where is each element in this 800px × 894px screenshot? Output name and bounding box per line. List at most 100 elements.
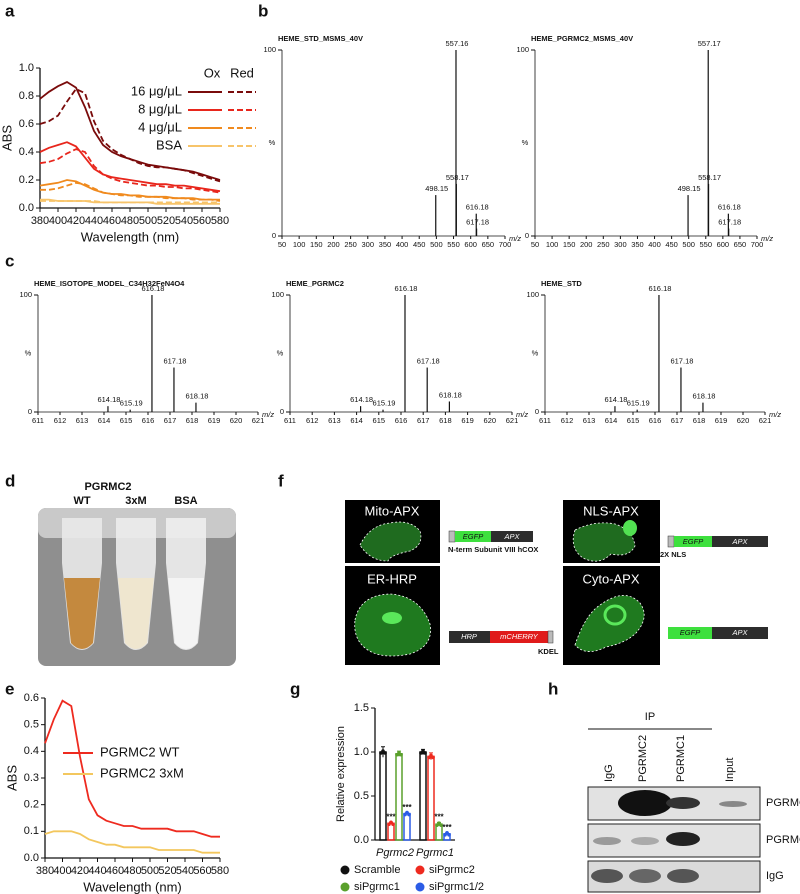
x-tick-label: 400 <box>49 215 67 227</box>
peak-label: 498.15 <box>678 184 701 193</box>
x-tick-label: 480 <box>123 865 141 877</box>
band <box>666 832 700 846</box>
x-tick-label: 200 <box>327 240 340 249</box>
construct-note: KDEL <box>538 647 559 656</box>
cell-label: Cyto-APX <box>582 571 639 586</box>
legend-label: siPgrmc2 <box>429 864 475 876</box>
lane-label: 3xM <box>125 495 146 507</box>
constructs: EGFP APX N-term Subunit VIII hCOX EGFP A… <box>448 530 768 656</box>
y-tick-label: 0.8 <box>19 90 34 102</box>
y-tick-label: 0.0 <box>19 202 34 214</box>
peak-label: 617.18 <box>163 357 186 366</box>
replicate-dot <box>391 822 395 827</box>
legend-swatch <box>340 882 350 892</box>
x-tick-label: 480 <box>121 215 139 227</box>
x-tick-label: 150 <box>310 240 323 249</box>
peak-label: 557.17 <box>698 39 721 48</box>
bar <box>427 755 435 841</box>
construct-part: APX <box>731 537 748 546</box>
y-axis-label: % <box>532 348 539 357</box>
construct-part: APX <box>503 532 520 541</box>
significance: *** <box>442 823 452 832</box>
x-tick-label: 600 <box>717 240 730 249</box>
x-tick-label: 617 <box>417 416 430 425</box>
significance: *** <box>386 813 396 822</box>
x-tick-label: 580 <box>211 215 229 227</box>
significance: *** <box>402 803 412 812</box>
x-tick-label: 650 <box>482 240 495 249</box>
construct-part: mCHERRY <box>500 632 539 641</box>
nucleus <box>623 520 637 536</box>
construct-part: EGFP <box>680 628 700 637</box>
x-tick-label: 460 <box>106 865 124 877</box>
x-tick-label: 250 <box>344 240 357 249</box>
signal-box <box>547 630 554 644</box>
x-tick-label: 300 <box>362 240 375 249</box>
x-tick-label: 617 <box>164 416 177 425</box>
panel-letter: b <box>258 1 268 20</box>
line-series <box>39 179 220 201</box>
legend-header: Ox <box>204 65 221 80</box>
x-tick-label: 620 <box>484 416 497 425</box>
x-tick-label: 520 <box>157 215 175 227</box>
x-tick-label: 618 <box>439 416 452 425</box>
panel-letter: f <box>278 471 284 490</box>
x-tick-label: 350 <box>631 240 644 249</box>
x-tick-label: 460 <box>103 215 121 227</box>
x-tick-label: 621 <box>252 416 265 425</box>
x-tick-label: 560 <box>193 865 211 877</box>
x-tick-label: 619 <box>208 416 221 425</box>
legend-label: 4 μg/μL <box>138 119 182 134</box>
tube-liquid <box>168 578 204 649</box>
x-tick-label: 380 <box>36 865 54 877</box>
x-tick-label: 300 <box>614 240 627 249</box>
panel-letter: h <box>548 679 558 698</box>
line-series-dashed <box>39 87 221 183</box>
hrp-box <box>449 631 490 643</box>
x-tick-label: 616 <box>142 416 155 425</box>
legend-header: Red <box>230 65 254 80</box>
peak-label: 614.18 <box>350 395 373 404</box>
x-tick-label: 400 <box>53 865 71 877</box>
spectrum-title: HEME_ISOTOPE_MODEL_C34H32FeN4O4 <box>34 279 185 288</box>
x-tick-label: 611 <box>284 416 296 425</box>
band <box>629 869 661 883</box>
western-blot: IP IgG PGRMC2 PGRMC1 Input PGRMC2 PGRMC1… <box>587 711 800 893</box>
tube-liquid <box>118 578 154 649</box>
x-tick-label: 560 <box>193 215 211 227</box>
x-tick-label: 616 <box>395 416 408 425</box>
x-tick-label: 619 <box>461 416 474 425</box>
x-tick-label: 621 <box>506 416 519 425</box>
lane-label: PGRMC1 <box>675 735 687 782</box>
cell-images: Mito-APX NLS-APX ER-HRP Cyto-APX <box>345 500 660 665</box>
y-axis-label: Relative expression <box>335 726 347 822</box>
band <box>593 837 621 845</box>
x-tick-label: 440 <box>88 865 106 877</box>
x-tick-label: 600 <box>464 240 477 249</box>
x-tick-label: 612 <box>54 416 67 425</box>
x-tick-label: 580 <box>211 865 229 877</box>
peak-label: 558.17 <box>446 173 469 182</box>
peak-label: 616.18 <box>466 203 489 212</box>
peak-label: 617.18 <box>417 357 440 366</box>
legend-label: Scramble <box>354 864 400 876</box>
x-tick-label: 100 <box>546 240 559 249</box>
band <box>591 869 623 883</box>
y-axis-label: % <box>269 138 276 147</box>
cell-label: ER-HRP <box>367 571 417 586</box>
x-tick-label: 611 <box>539 416 551 425</box>
line-series <box>44 699 220 838</box>
apx-box <box>491 531 533 542</box>
y-tick-label: 0.6 <box>19 118 34 130</box>
y-axis-label: ABS <box>0 125 14 151</box>
replicate-dot <box>423 751 427 755</box>
x-tick-label: 613 <box>328 416 341 425</box>
line-series <box>39 141 221 193</box>
y-tick-label: 0.0 <box>24 852 39 864</box>
y-tick-label: 1.0 <box>354 746 369 758</box>
y-tick-label: 0 <box>280 407 284 416</box>
egfp-box <box>674 536 712 547</box>
y-tick-label: 0 <box>272 231 276 240</box>
panel-letter: g <box>290 679 300 698</box>
y-tick-label: 0.2 <box>24 799 39 811</box>
